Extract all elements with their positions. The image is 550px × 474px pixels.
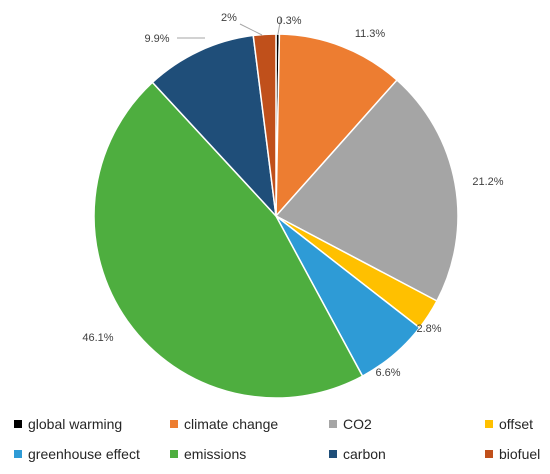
pie-slice-biofuel bbox=[252, 33, 277, 217]
legend-item-greenhouse-effect: greenhouse effect bbox=[14, 444, 140, 464]
data-label: 46.1% bbox=[82, 332, 113, 344]
legend-swatch bbox=[485, 420, 493, 428]
legend-item-biofuel: biofuel bbox=[485, 444, 540, 464]
data-label: 2% bbox=[221, 12, 237, 24]
pie-slice-climate-change bbox=[275, 33, 399, 219]
legend: global warming climate change CO2 offset… bbox=[0, 408, 550, 474]
legend-item-carbon: carbon bbox=[329, 444, 386, 464]
data-labels: 0.3% 11.3% 21.2% 2.8% 6.6% 46.1% 9.9% 2% bbox=[82, 12, 503, 379]
leader-line bbox=[277, 16, 282, 35]
legend-item-emissions: emissions bbox=[170, 444, 246, 464]
legend-label: offset bbox=[499, 416, 533, 432]
legend-swatch bbox=[170, 450, 178, 458]
legend-label: carbon bbox=[343, 446, 386, 462]
legend-swatch bbox=[485, 450, 493, 458]
pie-slices bbox=[93, 33, 459, 399]
data-label: 9.9% bbox=[144, 33, 169, 45]
leader-lines bbox=[177, 16, 282, 39]
legend-label: greenhouse effect bbox=[28, 446, 140, 462]
legend-swatch bbox=[14, 450, 22, 458]
pie-chart: 0.3% 11.3% 21.2% 2.8% 6.6% 46.1% 9.9% 2% bbox=[82, 12, 504, 399]
legend-label: climate change bbox=[184, 416, 279, 432]
legend-label: emissions bbox=[184, 446, 247, 462]
pie-slice-carbon bbox=[151, 34, 278, 219]
legend-label: CO2 bbox=[343, 416, 372, 432]
legend-item-co2: CO2 bbox=[329, 414, 372, 434]
legend-swatch bbox=[329, 450, 337, 458]
legend-swatch bbox=[170, 420, 178, 428]
data-label: 2.8% bbox=[416, 323, 441, 335]
legend-item-global-warming: global warming bbox=[14, 414, 122, 434]
pie-slice-emissions bbox=[93, 81, 364, 399]
legend-item-climate-change: climate change bbox=[170, 414, 278, 434]
data-label: 11.3% bbox=[355, 28, 386, 40]
data-label: 6.6% bbox=[375, 367, 400, 379]
data-label: 0.3% bbox=[276, 15, 301, 27]
legend-swatch bbox=[14, 420, 22, 428]
legend-swatch bbox=[329, 420, 337, 428]
leader-line bbox=[239, 23, 263, 36]
data-label: 21.2% bbox=[472, 176, 503, 188]
legend-label: biofuel bbox=[499, 446, 541, 462]
legend-item-offset: offset bbox=[485, 414, 533, 434]
legend-label: global warming bbox=[28, 416, 123, 432]
pie-slice-co2 bbox=[274, 79, 459, 303]
